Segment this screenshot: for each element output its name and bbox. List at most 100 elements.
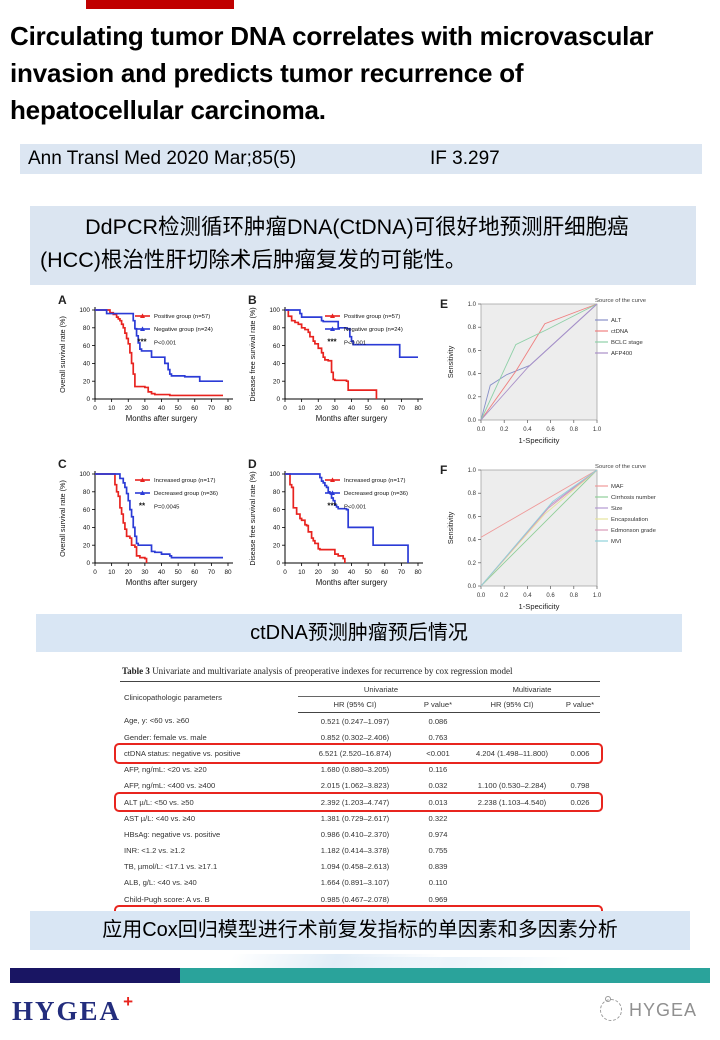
col-header-uni-hr: HR (95% CI) (298, 696, 412, 713)
journal-bar: Ann Transl Med 2020 Mar;85(5) IF 3.297 (20, 144, 702, 174)
table-cell (464, 875, 560, 891)
title-line-1: Circulating tumor DNA correlates with mi… (10, 21, 654, 51)
title-line-2: invasion and predicts tumor recurrence o… (10, 58, 524, 88)
svg-text:Edmonson grade: Edmonson grade (611, 528, 657, 534)
svg-text:10: 10 (108, 405, 116, 412)
table-cell: 0.969 (428, 894, 448, 904)
svg-text:70: 70 (398, 405, 406, 412)
table-cell: ALB, g/L: <40 vs. ≥40 (124, 878, 197, 888)
table-cell: 1.094 (0.458–2.613) (320, 862, 390, 872)
table-cell: 0.755 (428, 846, 448, 856)
svg-text:20: 20 (273, 378, 281, 385)
svg-text:0.6: 0.6 (546, 593, 555, 599)
table-row: AFP, ng/mL: <400 vs. ≥400 2.015 (1.062–3.… (120, 778, 600, 794)
footer-teal-bar (180, 968, 710, 983)
svg-text:80: 80 (273, 489, 281, 496)
svg-text:BCLC stage: BCLC stage (611, 340, 643, 346)
table-cell: 1.182 (0.414–3.378) (320, 846, 390, 856)
col-header-univariate: Univariate (298, 681, 464, 697)
table-cell: Gender: female vs. male (124, 732, 207, 742)
svg-text:P<0.001: P<0.001 (344, 505, 366, 511)
svg-text:Decreased group (n=36): Decreased group (n=36) (344, 491, 408, 497)
svg-text:0.2: 0.2 (468, 561, 477, 567)
svg-text:0.2: 0.2 (468, 395, 477, 401)
svg-text:40: 40 (348, 569, 356, 576)
table-cell: TB, µmol/L: <17.1 vs. ≥17.1 (124, 862, 218, 872)
table-cell: <0.001 (426, 748, 450, 758)
journal-citation: Ann Transl Med 2020 Mar;85(5) (28, 148, 297, 169)
svg-text:40: 40 (83, 525, 91, 532)
svg-text:40: 40 (158, 569, 166, 576)
svg-text:40: 40 (273, 361, 281, 368)
table-cell (560, 762, 600, 778)
svg-text:0: 0 (93, 569, 97, 576)
svg-text:1.0: 1.0 (468, 468, 477, 474)
svg-text:0.8: 0.8 (570, 427, 579, 433)
table-cell: 2.392 (1.203–4.747) (320, 797, 390, 807)
svg-text:50: 50 (175, 569, 183, 576)
svg-text:Source of the curve: Source of the curve (595, 298, 647, 304)
svg-text:E: E (440, 297, 448, 311)
figure-panel-f: F 0.0 0.0 0.2 0.2 0.4 0.4 0.6 0.6 0.8 0.8 1.0 1.0 1-S… (437, 458, 720, 631)
table-cell (560, 843, 600, 859)
svg-text:0: 0 (276, 560, 280, 567)
table-row: ALT µ/L: <50 vs. ≥50 2.392 (1.203–4.747) 0… (120, 794, 600, 810)
paper-title: Circulating tumor DNA correlates with mi… (10, 18, 716, 129)
svg-text:0.6: 0.6 (468, 514, 477, 520)
table-title-label: Table 3 (122, 666, 150, 676)
svg-text:60: 60 (381, 569, 389, 576)
svg-text:100: 100 (79, 307, 90, 314)
svg-text:60: 60 (273, 343, 281, 350)
table-cell (560, 875, 600, 891)
impact-factor: IF 3.297 (430, 148, 500, 169)
svg-text:0: 0 (283, 405, 287, 412)
watermark: HYGEA (600, 996, 697, 1021)
table-cell: Age, y: <60 vs. ≥60 (124, 716, 190, 726)
svg-text:60: 60 (83, 343, 91, 350)
table-cell: 0.026 (570, 797, 590, 807)
svg-text:60: 60 (273, 507, 281, 514)
svg-text:P=0.0045: P=0.0045 (154, 505, 180, 511)
svg-text:30: 30 (141, 405, 149, 412)
km-chart-A: A 0 20 40 60 80 100 0 10 20 30 40 50 60 70 80 Months aft… (58, 293, 233, 423)
svg-text:Encapsulation: Encapsulation (611, 517, 648, 523)
svg-text:20: 20 (315, 569, 323, 576)
table-cell (560, 713, 600, 730)
svg-text:0: 0 (93, 405, 97, 412)
svg-text:Source of the curve: Source of the curve (595, 464, 647, 470)
svg-text:Positive group (n=57): Positive group (n=57) (344, 314, 400, 320)
svg-text:Overall survival rate (%): Overall survival rate (%) (58, 316, 67, 393)
km-chart-D: D 0 20 40 60 80 100 0 10 20 30 40 50 60 70 80 Months aft… (248, 457, 423, 587)
svg-text:Negative group (n=24): Negative group (n=24) (154, 327, 213, 333)
table-cell: 1.381 (0.729–2.617) (320, 813, 390, 823)
watermark-circle-icon (600, 996, 622, 1021)
svg-text:50: 50 (175, 405, 183, 412)
table-row: ctDNA status: negative vs. positive 6.521… (120, 745, 600, 761)
svg-text:20: 20 (83, 542, 91, 549)
svg-text:0.8: 0.8 (468, 325, 477, 331)
svg-text:0.2: 0.2 (500, 427, 509, 433)
svg-text:30: 30 (141, 569, 149, 576)
hygea-logo: HYGEA + (12, 992, 133, 1027)
table-cell: ctDNA status: negative vs. positive (124, 748, 241, 758)
table-cell (464, 826, 560, 842)
table-cell: 0.798 (570, 781, 590, 791)
svg-text:0: 0 (86, 560, 90, 567)
col-header-multivariate: Multivariate (464, 681, 601, 697)
table-cell: 0.986 (0.410–2.370) (320, 829, 390, 839)
svg-text:Decreased group (n=36): Decreased group (n=36) (154, 491, 218, 497)
svg-text:1.0: 1.0 (593, 427, 602, 433)
col-header-multi-hr: HR (95% CI) (464, 696, 560, 713)
svg-text:F: F (440, 463, 447, 477)
svg-text:0.4: 0.4 (468, 538, 477, 544)
svg-text:40: 40 (158, 405, 166, 412)
table-cell: 1.100 (0.530–2.284) (477, 781, 547, 791)
roc-chart-E: E 0.00.0 0.2 0.2 0.4 0.4 0.6 0.6 0.8 0.8 1.0 1.0 1-S… (440, 297, 647, 445)
svg-text:P<0.001: P<0.001 (154, 341, 176, 347)
svg-text:Disease free survival rate (%): Disease free survival rate (%) (248, 471, 257, 565)
footer-streak (327, 957, 573, 968)
table-cell (464, 859, 560, 875)
svg-text:100: 100 (79, 471, 90, 478)
svg-text:70: 70 (208, 569, 216, 576)
